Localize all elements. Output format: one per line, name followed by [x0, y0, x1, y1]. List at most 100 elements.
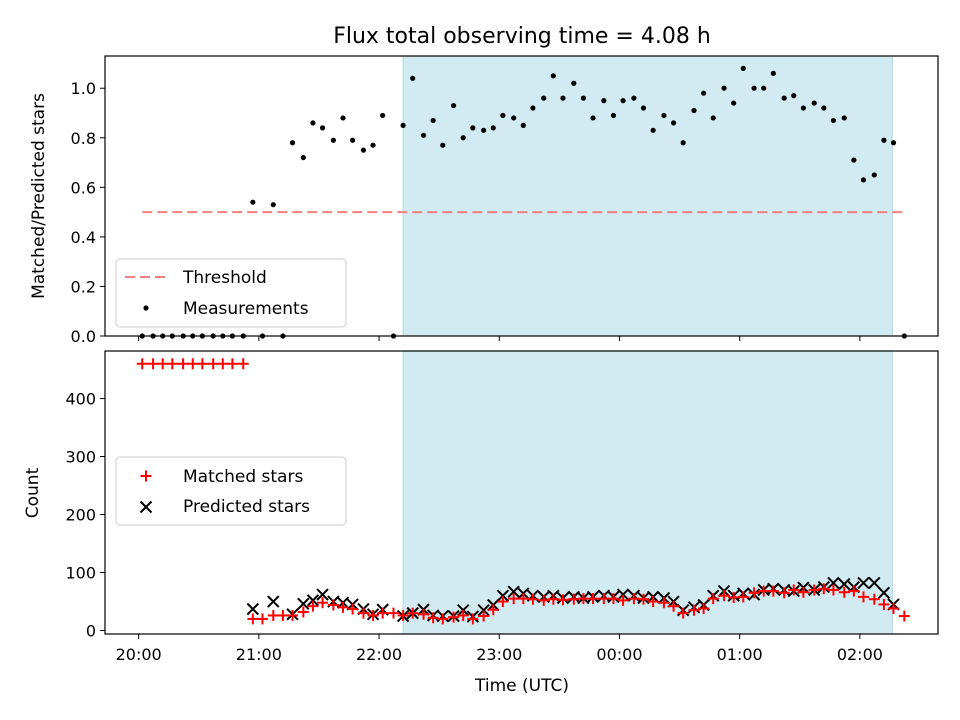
measurement-point	[330, 137, 336, 143]
matched-star-point	[547, 593, 559, 605]
measurement-point	[300, 154, 306, 161]
matched-star-point	[508, 593, 520, 605]
measurement-point	[890, 140, 897, 146]
top-legend: Threshold Measurements	[115, 258, 347, 328]
bottom-y-tick-label: 400	[65, 390, 96, 409]
matched-star-point	[838, 586, 850, 598]
matched-star-point	[347, 603, 359, 615]
matched-star-point	[157, 358, 169, 370]
legend-plus-marker	[140, 470, 152, 482]
matched-star-point	[437, 613, 449, 625]
predicted-star-point	[246, 602, 260, 616]
matched-star-point	[758, 585, 770, 597]
matched-star-point	[557, 594, 569, 606]
x-tick-label: 21:00	[236, 645, 282, 664]
predicted-star-point	[857, 576, 870, 590]
bottom-legend: Matched stars Predicted stars	[115, 456, 347, 526]
matched-star-point	[568, 593, 580, 605]
matched-star-point	[767, 585, 779, 597]
matched-star-point	[598, 593, 610, 605]
top-y-tick-label: 0.8	[71, 129, 96, 148]
matched-star-point	[718, 590, 730, 602]
matched-star-point	[617, 594, 629, 606]
measurement-point	[270, 202, 276, 208]
measurement-point	[560, 95, 566, 101]
measurement-point	[740, 65, 746, 71]
x-tick-label: 23:00	[476, 645, 522, 664]
legend-predicted-swatch	[139, 500, 153, 514]
matched-star-point	[207, 358, 219, 370]
matched-star-point	[688, 604, 700, 616]
matched-star-point	[497, 596, 509, 608]
x-tick-label: 22:00	[356, 645, 402, 664]
measurement-point	[470, 125, 476, 131]
measurement-point	[770, 70, 776, 76]
top-y-axis-label: Matched/Predicted stars	[29, 93, 49, 299]
predicted-star-point	[616, 588, 630, 601]
matched-star-point	[527, 593, 539, 605]
x-tick-label: 20:00	[116, 645, 162, 664]
matched-star-point	[898, 610, 910, 622]
matched-star-point	[267, 609, 279, 621]
measurement-point	[490, 125, 496, 131]
bottom-y-tick-label: 200	[65, 506, 96, 525]
measurement-point	[420, 132, 427, 138]
matched-star-point	[327, 599, 339, 611]
matched-star-point	[217, 358, 229, 370]
legend-measurement-swatch	[143, 305, 149, 311]
matched-star-point	[297, 606, 309, 618]
measurement-point	[610, 112, 617, 119]
matched-star-point	[797, 586, 809, 598]
measurement-point	[310, 120, 316, 126]
matched-star-point	[166, 358, 178, 370]
measurement-point	[640, 105, 647, 111]
legend-measurements-label: Measurements	[183, 299, 309, 319]
matched-star-point	[577, 593, 589, 605]
matched-star-point	[337, 601, 349, 613]
bottom-y-tick-label: 300	[65, 448, 96, 467]
measurement-point	[360, 147, 367, 153]
measurement-point	[580, 95, 587, 101]
matched-star-point	[868, 593, 880, 605]
top-y-tick-label: 1.0	[71, 79, 96, 98]
measurement-point	[650, 127, 656, 133]
measurement-point	[761, 85, 767, 91]
matched-star-point	[878, 598, 890, 610]
legend-predicted-label: Predicted stars	[183, 497, 310, 517]
measurement-point	[841, 115, 847, 121]
matched-star-point	[707, 593, 719, 605]
predicted-star-point	[877, 586, 891, 600]
matched-star-point	[587, 593, 599, 605]
measurement-point	[670, 120, 677, 126]
measurement-point	[620, 98, 626, 104]
predicted-star-point	[267, 595, 280, 608]
matched-star-point	[177, 358, 189, 370]
predicted-star-point	[827, 576, 840, 590]
measurement-point	[340, 115, 346, 121]
measurement-point	[710, 115, 716, 121]
matched-star-point	[728, 591, 740, 603]
bottom-y-axis-label: Count	[23, 467, 43, 518]
measurement-point	[410, 75, 416, 81]
bottom-panel: 0 100 200 300 400 20:00 21:00 22:00 23:00 00:00 0…	[23, 350, 939, 696]
measurement-point	[881, 137, 887, 143]
legend-matched-label: Matched stars	[183, 467, 303, 487]
x-axis-label: Time (UTC)	[474, 676, 569, 696]
measurement-point	[319, 125, 326, 131]
matched-star-point	[407, 607, 419, 619]
matched-star-point	[187, 358, 199, 370]
matched-star-points	[136, 358, 910, 625]
predicted-star-point	[477, 604, 490, 617]
predicted-star-point	[838, 577, 851, 591]
matched-star-point	[307, 600, 319, 612]
top-axes-frame	[104, 55, 939, 337]
bottom-axes-frame	[104, 350, 939, 635]
matched-star-point	[737, 591, 749, 603]
measurement-point	[751, 85, 757, 91]
top-legend-box	[115, 258, 347, 328]
measurement-point	[250, 199, 256, 205]
measurement-point	[781, 95, 787, 101]
matched-star-point	[448, 611, 460, 623]
matched-star-point	[538, 594, 550, 606]
